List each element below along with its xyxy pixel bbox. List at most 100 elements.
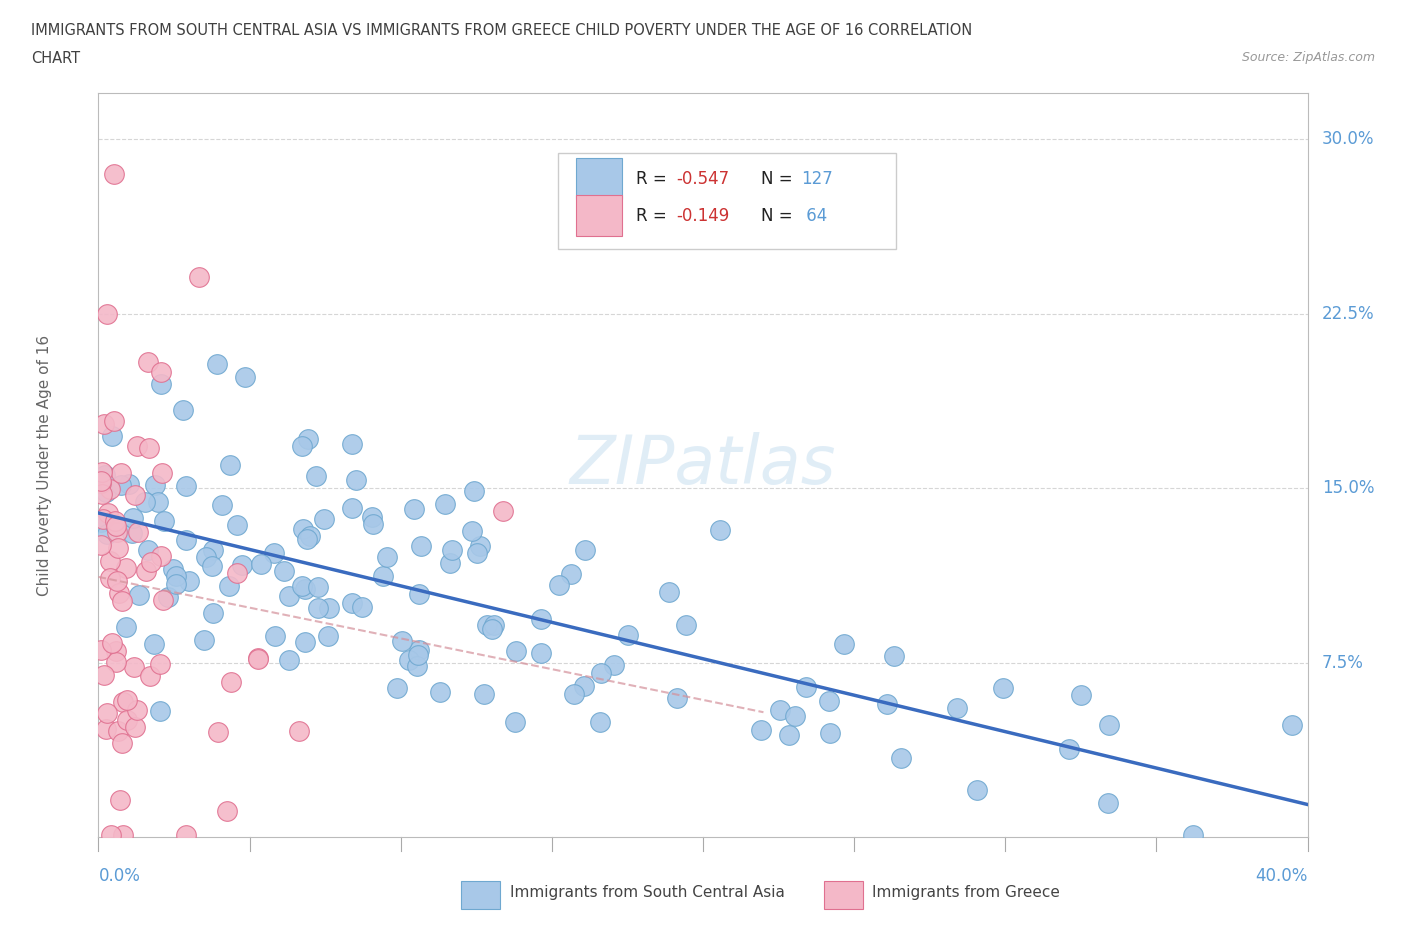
Point	[117, 712, 139, 727]
Point	[93, 512, 115, 526]
Point	[562, 687, 585, 702]
Point	[883, 648, 905, 663]
Text: 64: 64	[801, 206, 827, 225]
Point	[218, 578, 240, 593]
Point	[165, 577, 187, 591]
Point	[658, 585, 681, 600]
Point	[105, 573, 128, 588]
Point	[149, 657, 172, 671]
Point	[292, 522, 315, 537]
Point	[98, 571, 121, 586]
Point	[98, 482, 121, 497]
Point	[100, 429, 122, 444]
Point	[273, 564, 295, 578]
Text: 0.0%: 0.0%	[98, 867, 141, 884]
Point	[103, 167, 125, 182]
Point	[616, 628, 638, 643]
Point	[318, 601, 340, 616]
Point	[574, 542, 596, 557]
Point	[305, 469, 328, 484]
Point	[143, 478, 166, 493]
Point	[142, 637, 165, 652]
Point	[105, 519, 128, 534]
Point	[1070, 687, 1092, 702]
Point	[340, 500, 363, 515]
Point	[138, 441, 160, 456]
Bar	[461, 881, 501, 910]
Point	[135, 563, 157, 578]
Point	[1097, 795, 1119, 810]
Point	[463, 484, 485, 498]
Point	[215, 804, 238, 818]
Point	[174, 828, 197, 843]
Point	[574, 678, 596, 693]
Point	[408, 586, 430, 601]
Point	[291, 578, 314, 593]
Point	[152, 592, 174, 607]
Point	[165, 568, 187, 583]
Point	[794, 680, 817, 695]
Point	[264, 629, 287, 644]
Point	[993, 680, 1015, 695]
Point	[207, 724, 229, 739]
Point	[162, 562, 184, 577]
Point	[589, 714, 612, 729]
Text: -0.149: -0.149	[676, 206, 730, 225]
Point	[97, 505, 120, 520]
Point	[193, 632, 215, 647]
Point	[778, 727, 800, 742]
Point	[876, 697, 898, 711]
Bar	[824, 881, 863, 910]
Point	[225, 517, 247, 532]
Point	[104, 514, 127, 529]
Point	[125, 702, 148, 717]
Point	[560, 566, 582, 581]
Point	[402, 501, 425, 516]
Point	[530, 612, 553, 627]
Point	[128, 588, 150, 603]
Point	[406, 647, 429, 662]
Point	[110, 478, 132, 493]
Point	[115, 692, 138, 707]
Point	[107, 540, 129, 555]
Point	[945, 700, 967, 715]
Point	[297, 432, 319, 446]
Point	[340, 436, 363, 451]
Point	[146, 495, 169, 510]
Point	[100, 635, 122, 650]
Point	[90, 473, 112, 488]
Text: 40.0%: 40.0%	[1256, 867, 1308, 884]
Text: R =: R =	[637, 206, 672, 225]
Point	[176, 478, 198, 493]
Text: N =: N =	[761, 206, 799, 225]
Point	[96, 722, 118, 737]
Point	[141, 554, 163, 569]
Point	[818, 725, 841, 740]
Point	[477, 618, 499, 632]
Text: Source: ZipAtlas.com: Source: ZipAtlas.com	[1241, 51, 1375, 64]
Point	[100, 828, 122, 843]
Point	[177, 574, 200, 589]
Text: CHART: CHART	[31, 51, 80, 66]
Point	[149, 704, 172, 719]
Point	[110, 466, 132, 481]
Point	[294, 581, 316, 596]
Point	[94, 485, 117, 499]
Point	[890, 751, 912, 765]
Point	[93, 417, 115, 432]
Point	[112, 695, 135, 710]
Text: 15.0%: 15.0%	[1322, 479, 1375, 498]
Text: 7.5%: 7.5%	[1322, 654, 1364, 671]
Point	[294, 634, 316, 649]
Point	[233, 370, 256, 385]
Point	[751, 723, 773, 737]
Point	[505, 644, 527, 659]
Point	[481, 622, 503, 637]
Point	[470, 538, 492, 553]
Point	[371, 569, 394, 584]
Point	[350, 600, 373, 615]
Point	[149, 364, 172, 379]
Point	[665, 690, 688, 705]
Point	[434, 496, 457, 511]
Point	[278, 589, 301, 604]
